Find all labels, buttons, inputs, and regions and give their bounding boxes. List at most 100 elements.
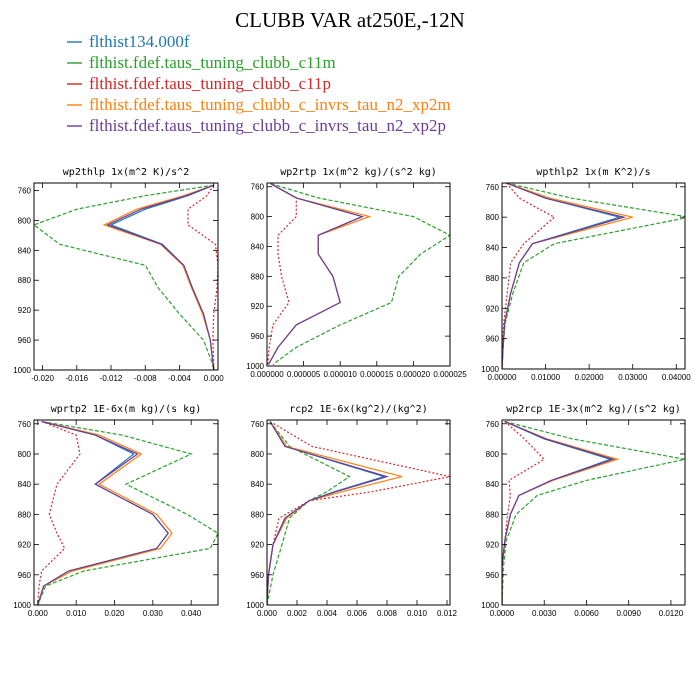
series-line xyxy=(502,420,616,605)
y-tick-label: 800 xyxy=(251,450,265,459)
y-tick-label: 760 xyxy=(18,420,32,429)
x-tick-label: 0.000025 xyxy=(433,370,467,379)
legend-entry: flthist.fdef.taus_tuning_clubb_c_invrs_t… xyxy=(67,116,446,135)
x-tick-label: 0.03000 xyxy=(618,373,647,382)
legend: flthist134.000f flthist.fdef.taus_tuning_… xyxy=(67,32,451,135)
series-line xyxy=(267,421,403,605)
series-line xyxy=(109,184,215,370)
legend-label: flthist.fdef.taus_tuning_clubb_c_invrs_t… xyxy=(89,116,446,135)
axis-frame xyxy=(266,419,451,606)
y-tick-label: 840 xyxy=(251,242,265,251)
series-line xyxy=(267,421,351,605)
x-tick-label: -0.004 xyxy=(168,374,191,383)
chart-panel: wprtp2 1E-6x(m kg)/(s kg) 760 800 840 880 920… xyxy=(13,404,219,618)
chart-panel: rcp2 1E-6x(kg^2)/(kg^2) 760 800 840 880 920 96… xyxy=(246,404,457,618)
series-line xyxy=(34,184,215,370)
y-tick-label: 920 xyxy=(251,302,265,311)
x-tick-label: 0.008 xyxy=(377,609,398,618)
y-tick-label: 960 xyxy=(18,336,32,345)
y-tick-label: 1000 xyxy=(13,601,31,610)
y-tick-label: 1000 xyxy=(13,366,31,375)
y-tick-label: 760 xyxy=(486,183,500,192)
y-tick-label: 880 xyxy=(18,276,32,285)
x-tick-label: 0.0030 xyxy=(532,609,557,618)
chart-panel: wp2rtp 1x(m^2 kg)/(s^2 kg) 760 800 840 880 92… xyxy=(246,167,467,379)
y-tick-label: 1000 xyxy=(481,601,499,610)
chart-panel: wpthlp2 1x(m K^2)/s 760 800 840 880 920 960 100… xyxy=(481,167,691,382)
x-tick-label: 0.000005 xyxy=(287,370,321,379)
series-line xyxy=(270,183,450,365)
y-tick-label: 880 xyxy=(486,510,500,519)
panel-title: wp2rtp 1x(m^2 kg)/(s^2 kg) xyxy=(280,167,437,178)
axis-frame xyxy=(266,182,451,367)
x-tick-label: 0.01000 xyxy=(531,373,560,382)
x-tick-label: 0.0090 xyxy=(616,609,641,618)
panel-title: wp2thlp 1x(m^2 K)/s^2 xyxy=(63,167,189,178)
series-line xyxy=(267,183,364,365)
y-tick-label: 800 xyxy=(18,450,32,459)
panel-title: wpthlp2 1x(m K^2)/s xyxy=(536,167,650,178)
x-tick-label: 0.0000 xyxy=(490,609,515,618)
legend-entry: flthist.fdef.taus_tuning_clubb_c11p xyxy=(67,74,331,93)
y-tick-label: 920 xyxy=(251,541,265,550)
y-tick-label: 960 xyxy=(251,571,265,580)
legend-label: flthist134.000f xyxy=(89,32,190,51)
y-tick-label: 840 xyxy=(251,480,265,489)
legend-label: flthist.fdef.taus_tuning_clubb_c11p xyxy=(89,74,331,93)
panel-title: wprtp2 1E-6x(m kg)/(s kg) xyxy=(51,404,202,415)
chart-panel: wp2thlp 1x(m^2 K)/s^2 760 800 840 880 920 960 1… xyxy=(13,167,224,383)
legend-entry: flthist.fdef.taus_tuning_clubb_c_invrs_t… xyxy=(67,95,451,114)
x-tick-label: 0.010 xyxy=(66,609,87,618)
y-tick-label: 880 xyxy=(251,510,265,519)
y-tick-label: 960 xyxy=(486,335,500,344)
axis-frame xyxy=(501,182,686,370)
y-tick-label: 800 xyxy=(486,450,500,459)
y-tick-label: 1000 xyxy=(246,601,264,610)
x-tick-label: 0.00000 xyxy=(488,373,517,382)
y-tick-label: 960 xyxy=(18,571,32,580)
figure-title: CLUBB VAR at250E,-12N xyxy=(235,8,465,32)
y-tick-label: 840 xyxy=(486,244,500,253)
x-tick-label: 0.000010 xyxy=(324,370,358,379)
x-tick-label: 0.004 xyxy=(317,609,338,618)
series-line xyxy=(267,183,297,365)
series-line xyxy=(502,183,627,369)
legend-entry: flthist134.000f xyxy=(67,32,190,51)
x-tick-label: 0.000 xyxy=(257,609,278,618)
y-tick-label: 840 xyxy=(486,480,500,489)
x-tick-label: 0.000 xyxy=(28,609,49,618)
x-tick-label: 0.000015 xyxy=(360,370,394,379)
series-line xyxy=(106,184,215,370)
x-tick-label: 0.020 xyxy=(104,609,125,618)
series-line xyxy=(267,421,390,605)
y-tick-label: 800 xyxy=(486,213,500,222)
y-tick-label: 920 xyxy=(486,304,500,313)
chart-panels: wp2thlp 1x(m^2 K)/s^2 760 800 840 880 920 960 1… xyxy=(13,167,691,618)
series-line xyxy=(37,420,173,605)
x-tick-label: 0.030 xyxy=(143,609,164,618)
y-tick-label: 1000 xyxy=(481,365,499,374)
y-tick-label: 840 xyxy=(18,480,32,489)
legend-entry: flthist.fdef.taus_tuning_clubb_c11m xyxy=(67,53,336,72)
x-tick-label: -0.016 xyxy=(65,374,88,383)
x-tick-label: -0.008 xyxy=(134,374,157,383)
series-line xyxy=(37,420,218,605)
y-tick-label: 920 xyxy=(486,541,500,550)
series-line xyxy=(502,420,685,605)
x-tick-label: 0.002 xyxy=(287,609,308,618)
panel-title: rcp2 1E-6x(kg^2)/(kg^2) xyxy=(289,404,427,415)
x-tick-label: 0.0120 xyxy=(659,609,684,618)
axis-frame xyxy=(33,182,219,371)
y-tick-label: 760 xyxy=(251,183,265,192)
chart-panel: wp2rcp 1E-3x(m^2 kg)/(s^2 kg) 760 800 840 88… xyxy=(481,404,686,618)
series-line xyxy=(187,184,218,370)
y-tick-label: 1000 xyxy=(246,362,264,371)
panel-title: wp2rcp 1E-3x(m^2 kg)/(s^2 kg) xyxy=(506,404,681,415)
x-tick-label: 0.010 xyxy=(407,609,428,618)
y-tick-label: 920 xyxy=(18,541,32,550)
y-tick-label: 840 xyxy=(18,246,32,255)
series-line xyxy=(502,420,620,605)
x-tick-label: 0.02000 xyxy=(575,373,604,382)
y-tick-label: 960 xyxy=(251,332,265,341)
x-tick-label: 0.012 xyxy=(437,609,458,618)
